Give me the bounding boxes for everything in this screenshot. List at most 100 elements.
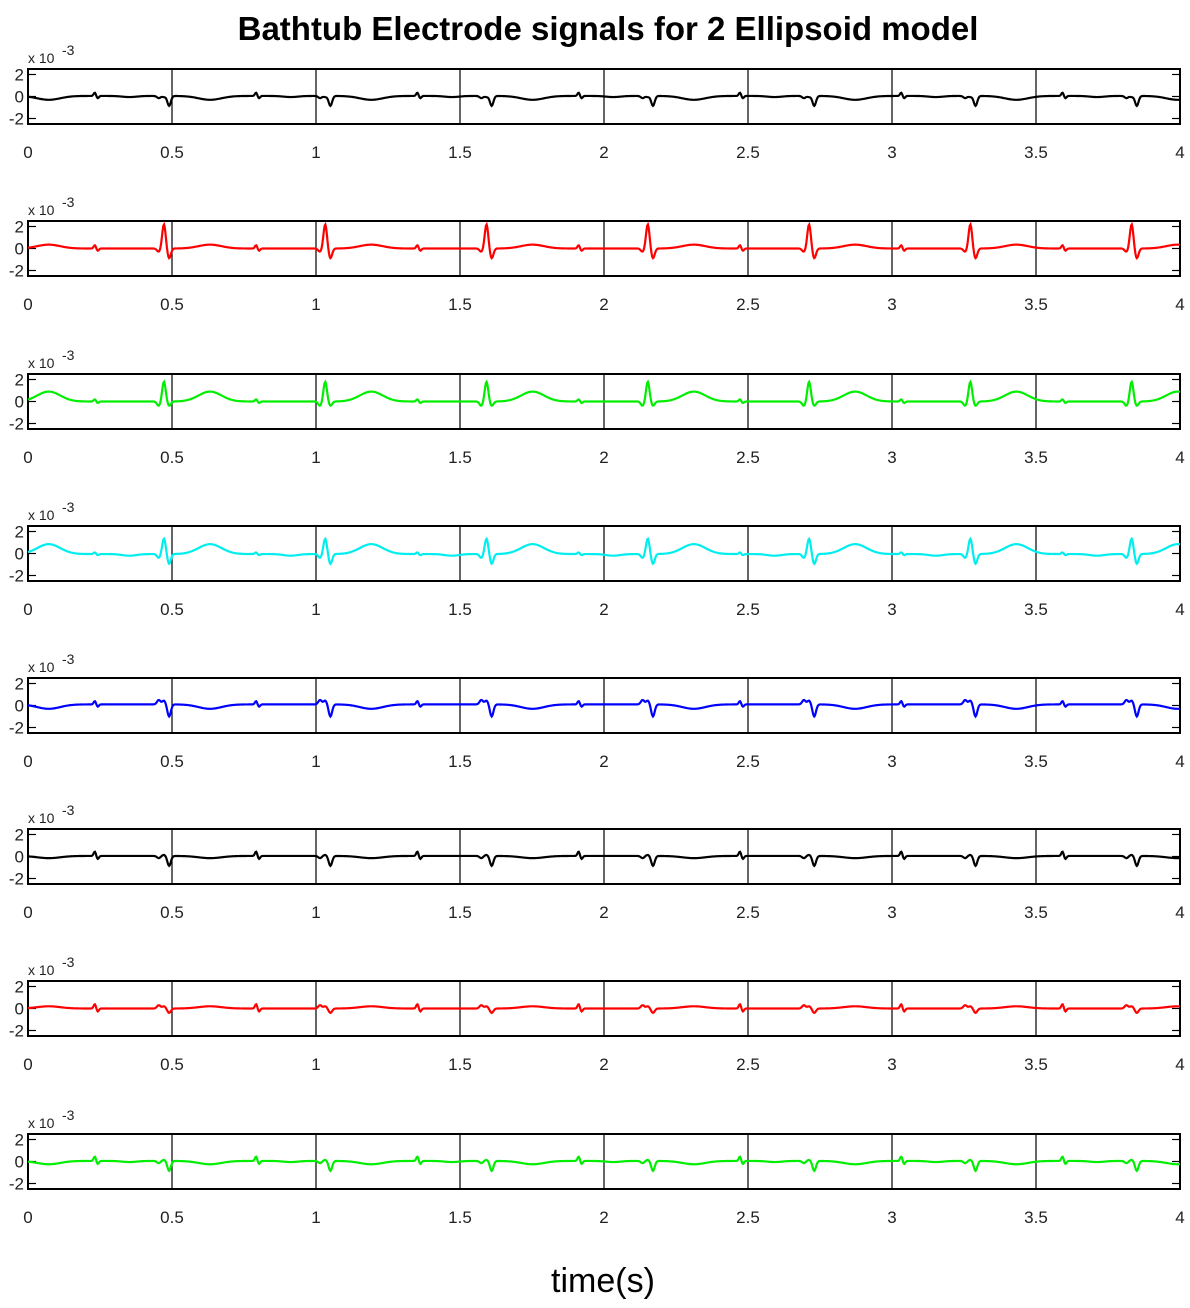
- x-tick-label: 3: [887, 143, 896, 162]
- y-tick-label: 0: [15, 697, 24, 716]
- y-exponent-power: -3: [62, 499, 75, 515]
- y-exponent-label: x 10: [28, 659, 55, 675]
- x-tick-label: 4: [1175, 752, 1184, 771]
- signal-line: [27, 536, 1181, 566]
- x-tick-label: 0: [23, 295, 32, 314]
- y-tick-label: -2: [9, 415, 24, 434]
- y-tick-label: -2: [9, 719, 24, 738]
- x-tick-label: 3: [887, 903, 896, 922]
- x-tick-label: 2: [599, 1208, 608, 1227]
- y-tick-label: 2: [15, 218, 24, 237]
- x-tick-label: 0: [23, 143, 32, 162]
- y-tick-label: 2: [15, 66, 24, 85]
- x-tick-label: 1: [311, 600, 320, 619]
- x-tick-label: 0: [23, 448, 32, 467]
- y-exponent-label: x 10: [28, 1115, 55, 1131]
- x-axis-label: time(s): [551, 1262, 655, 1300]
- x-tick-label: 4: [1175, 600, 1184, 619]
- x-tick-label: 1: [311, 1208, 320, 1227]
- x-tick-label: 4: [1175, 448, 1184, 467]
- x-tick-label: 1: [311, 1055, 320, 1074]
- x-tick-label: 1.5: [448, 143, 472, 162]
- x-tick-label: 4: [1175, 295, 1184, 314]
- x-tick-label: 1: [311, 295, 320, 314]
- x-tick-label: 1.5: [448, 295, 472, 314]
- signal-line: [27, 91, 1181, 108]
- y-exponent-power: -3: [62, 651, 75, 667]
- x-tick-label: 0.5: [160, 600, 184, 619]
- x-tick-label: 4: [1175, 1055, 1184, 1074]
- x-tick-label: 3.5: [1024, 600, 1048, 619]
- x-tick-label: 3: [887, 1208, 896, 1227]
- x-tick-label: 0.5: [160, 903, 184, 922]
- y-exponent-power: -3: [62, 802, 75, 818]
- x-tick-label: 0: [23, 600, 32, 619]
- x-tick-label: 2.5: [736, 903, 760, 922]
- x-tick-label: 4: [1175, 1208, 1184, 1227]
- x-tick-label: 0.5: [160, 1055, 184, 1074]
- y-tick-label: 2: [15, 978, 24, 997]
- x-tick-label: 4: [1175, 903, 1184, 922]
- y-tick-label: -2: [9, 110, 24, 129]
- x-tick-label: 3.5: [1024, 295, 1048, 314]
- x-tick-label: 1.5: [448, 1208, 472, 1227]
- y-tick-label: 2: [15, 675, 24, 694]
- y-exponent-label: x 10: [28, 202, 55, 218]
- y-exponent-power: -3: [62, 42, 75, 58]
- x-tick-label: 2.5: [736, 448, 760, 467]
- x-tick-label: 3.5: [1024, 903, 1048, 922]
- x-tick-label: 0.5: [160, 1208, 184, 1227]
- y-exponent-power: -3: [62, 347, 75, 363]
- x-tick-label: 2: [599, 752, 608, 771]
- y-exponent-label: x 10: [28, 810, 55, 826]
- x-tick-label: 2: [599, 1055, 608, 1074]
- y-tick-label: 2: [15, 523, 24, 542]
- x-tick-label: 3: [887, 752, 896, 771]
- x-tick-label: 2: [599, 448, 608, 467]
- y-tick-label: 0: [15, 848, 24, 867]
- x-tick-label: 1: [311, 448, 320, 467]
- y-exponent-label: x 10: [28, 507, 55, 523]
- x-tick-label: 3.5: [1024, 448, 1048, 467]
- y-tick-label: -2: [9, 262, 24, 281]
- signal-line: [27, 1155, 1181, 1173]
- x-tick-label: 0: [23, 903, 32, 922]
- y-exponent-power: -3: [62, 194, 75, 210]
- x-tick-label: 4: [1175, 143, 1184, 162]
- x-tick-label: 3: [887, 295, 896, 314]
- x-tick-label: 3.5: [1024, 1208, 1048, 1227]
- x-tick-label: 0: [23, 1208, 32, 1227]
- x-tick-label: 3.5: [1024, 143, 1048, 162]
- chart-title: Bathtub Electrode signals for 2 Ellipsoi…: [238, 10, 979, 47]
- x-tick-label: 2.5: [736, 600, 760, 619]
- y-tick-label: 0: [15, 88, 24, 107]
- x-tick-label: 1.5: [448, 448, 472, 467]
- y-tick-label: 0: [15, 545, 24, 564]
- y-tick-label: 0: [15, 1153, 24, 1172]
- x-tick-label: 0.5: [160, 448, 184, 467]
- x-tick-label: 1.5: [448, 903, 472, 922]
- x-tick-label: 3.5: [1024, 752, 1048, 771]
- x-tick-label: 1.5: [448, 1055, 472, 1074]
- x-tick-label: 0.5: [160, 143, 184, 162]
- y-tick-label: 0: [15, 393, 24, 412]
- x-tick-label: 2.5: [736, 752, 760, 771]
- y-exponent-power: -3: [62, 954, 75, 970]
- y-tick-label: -2: [9, 1175, 24, 1194]
- x-tick-label: 3: [887, 1055, 896, 1074]
- x-tick-label: 3: [887, 448, 896, 467]
- signal-line: [27, 1002, 1181, 1015]
- x-tick-label: 1.5: [448, 600, 472, 619]
- x-tick-label: 2: [599, 295, 608, 314]
- signal-line: [27, 698, 1181, 719]
- x-tick-label: 2: [599, 143, 608, 162]
- x-tick-label: 1.5: [448, 752, 472, 771]
- x-tick-label: 0: [23, 1055, 32, 1074]
